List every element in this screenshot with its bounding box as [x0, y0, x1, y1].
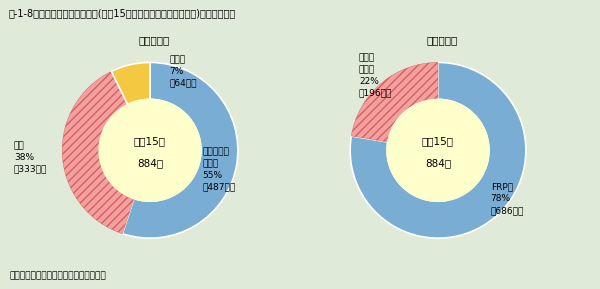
Text: FRP船
78%
〈686隻〉: FRP船 78% 〈686隻〉	[491, 182, 524, 215]
Text: 平成15年: 平成15年	[134, 136, 166, 147]
Circle shape	[387, 99, 489, 201]
Text: 884隻: 884隻	[137, 158, 163, 168]
Wedge shape	[350, 62, 526, 238]
Text: 漁船
38%
〈333隻〉: 漁船 38% 〈333隻〉	[14, 141, 47, 174]
Text: 平成15年: 平成15年	[422, 136, 454, 147]
Text: 序-1-8図　不法投棄された廃船(平成15年に新たに確認されたもの)の種類別隻数: 序-1-8図 不法投棄された廃船(平成15年に新たに確認されたもの)の種類別隻数	[9, 9, 236, 19]
Circle shape	[99, 99, 201, 201]
Text: その他
7%
〈64隻〉: その他 7% 〈64隻〉	[169, 55, 197, 88]
Text: プレジャー
ボート
55%
〈487隻〉: プレジャー ボート 55% 〈487隻〉	[203, 147, 236, 192]
Text: （資料）海上保安庁資料より環境省作成: （資料）海上保安庁資料より環境省作成	[9, 271, 106, 280]
Wedge shape	[62, 71, 134, 234]
Text: 木造船
その他
22%
〈196隻〉: 木造船 その他 22% 〈196隻〉	[359, 53, 392, 98]
Text: （用途別）: （用途別）	[139, 36, 170, 45]
Text: 884隻: 884隻	[425, 158, 451, 168]
Wedge shape	[112, 62, 150, 105]
Wedge shape	[122, 62, 238, 238]
Text: （材質別）: （材質別）	[427, 36, 458, 45]
Wedge shape	[352, 62, 438, 142]
